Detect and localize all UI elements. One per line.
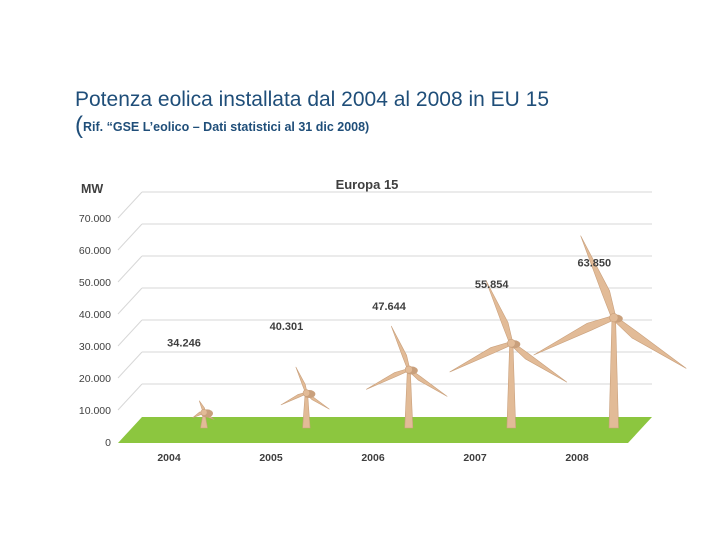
gridline-side <box>117 191 143 219</box>
x-tick-label: 2005 <box>259 452 283 464</box>
y-axis-label: MW <box>81 182 103 196</box>
turbine-blade <box>280 392 307 406</box>
turbine-hub <box>200 408 208 416</box>
x-axis-ticks: 2004 2005 2006 2007 2008 <box>157 452 589 464</box>
chart-gridlines <box>117 191 652 411</box>
subtitle-paren: ( <box>75 112 83 139</box>
gridline-side <box>117 383 143 411</box>
value-label: 40.301 <box>270 321 304 333</box>
turbine-tower <box>608 321 619 429</box>
subtitle-reference: Rif. “GSE L’eolico – Dati statistici al … <box>83 120 370 134</box>
wind-turbine <box>280 366 330 429</box>
turbine-hub <box>609 313 619 323</box>
turbine-blade <box>612 315 687 369</box>
value-label: 47.644 <box>372 301 407 313</box>
turbine-hub <box>507 339 516 348</box>
y-tick-label: 60.000 <box>79 245 111 257</box>
gridline-side <box>117 351 143 379</box>
turbine-blade <box>449 341 513 373</box>
wind-turbine <box>192 400 215 429</box>
y-tick-label: 50.000 <box>79 277 111 289</box>
gridline-side <box>117 319 143 347</box>
y-tick-label: 0 <box>105 437 111 449</box>
turbine-tower <box>302 396 311 429</box>
chart-floor <box>118 417 652 443</box>
value-label: 55.854 <box>475 279 510 291</box>
y-tick-label: 70.000 <box>79 213 111 225</box>
turbine-blade <box>366 368 410 390</box>
turbine-tower <box>404 373 414 429</box>
x-tick-label: 2004 <box>157 452 181 464</box>
gridline-side <box>117 255 143 283</box>
turbine-blade <box>533 315 615 356</box>
turbine-blade <box>510 341 568 383</box>
turbine-blade <box>295 366 308 394</box>
slide-subtitle: (Rif. “GSE L’eolico – Dati statistici al… <box>75 112 369 140</box>
x-tick-label: 2007 <box>463 452 487 464</box>
gridline-side <box>117 287 143 315</box>
turbine-tower <box>506 346 517 429</box>
wind-turbine <box>366 325 448 429</box>
turbine-hub <box>404 365 413 374</box>
gridline-side <box>117 223 143 251</box>
turbine-hub <box>302 389 311 397</box>
turbine-blade <box>390 325 411 371</box>
turbine-series <box>192 235 687 429</box>
x-tick-label: 2008 <box>565 452 589 464</box>
y-tick-label: 30.000 <box>79 341 111 353</box>
turbine-blade <box>580 235 617 319</box>
y-tick-label: 10.000 <box>79 405 111 417</box>
wind-turbine <box>449 280 568 429</box>
y-tick-label: 40.000 <box>79 309 111 321</box>
chart-title: Europa 15 <box>336 177 399 192</box>
value-label: 63.850 <box>577 257 611 269</box>
y-axis-ticks: 0 10.000 20.000 30.000 40.000 50.000 60.000 70.… <box>79 213 111 449</box>
wind-turbine <box>533 235 687 429</box>
y-tick-label: 20.000 <box>79 373 111 385</box>
x-tick-label: 2006 <box>361 452 385 464</box>
value-label: 34.246 <box>167 337 201 349</box>
value-labels: 34.246 40.301 47.644 55.854 63.850 <box>167 257 611 349</box>
slide-title: Potenza eolica installata dal 2004 al 20… <box>75 88 549 111</box>
